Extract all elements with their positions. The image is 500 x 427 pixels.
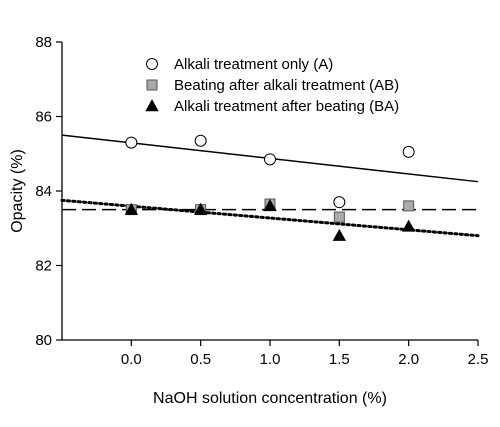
data-point-series-1 [264,153,276,166]
y-tick-label: 80 [35,332,52,349]
data-point-series-3 [193,202,208,215]
data-markers [124,134,416,241]
legend-label-3: Alkali treatment after beating (BA) [174,98,399,115]
legend-label-2: Beating after alkali treatment (AB) [174,77,399,94]
x-tick-label: 2.5 [468,351,489,368]
y-tick-label: 86 [35,109,52,126]
x-tick-label: 1.5 [329,351,350,368]
x-tick-label: 2.0 [398,351,419,368]
x-axis-title: NaOH solution concentration (%) [153,390,387,407]
data-point-series-3 [332,228,347,241]
x-tick-label: 1.0 [260,351,281,368]
legend-label-1: Alkali treatment only (A) [174,56,333,73]
legend-marker-2 [146,79,158,91]
data-point-series-1 [402,145,415,158]
legend-marker-3 [145,99,159,112]
trend-lines [60,134,480,238]
data-point-series-1 [333,196,346,209]
y-axis-title: Opacity (%) [9,149,26,233]
y-tick-label: 82 [35,258,52,275]
axes: 0.0 0.5 1.0 1.5 2.0 2.5 80 82 84 86 88 [35,34,488,368]
y-tick-label: 88 [35,34,52,51]
data-point-series-1 [125,136,138,149]
data-point-series-2 [333,211,345,223]
x-tick-label: 0.5 [190,351,211,368]
data-point-series-3 [401,219,416,232]
data-point-series-1 [194,134,207,147]
data-point-series-3 [124,202,139,215]
data-point-series-3 [263,199,277,212]
legend-marker-1 [146,58,158,70]
x-tick-label: 0.0 [121,351,142,368]
legend: Alkali treatment only (A) Beating after a… [145,56,399,115]
y-tick-label: 84 [35,183,52,200]
data-point-series-2 [403,200,415,212]
